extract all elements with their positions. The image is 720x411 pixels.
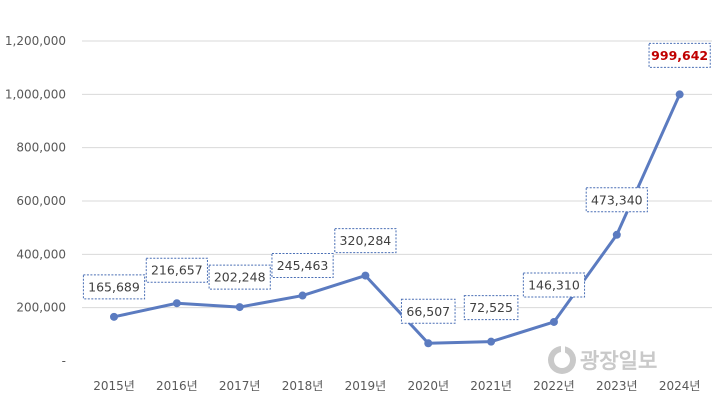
data-label-box <box>400 298 456 324</box>
y-tick-label: 800,000 <box>16 141 66 155</box>
data-label-text: 165,689 <box>88 279 140 294</box>
y-tick-label: 200,000 <box>16 301 66 315</box>
data-label: 216,657 <box>145 257 208 283</box>
data-label-text: 72,525 <box>469 300 513 315</box>
data-label-text: 245,463 <box>277 258 329 273</box>
data-label-box <box>208 264 271 290</box>
data-label: 66,507 <box>400 298 456 324</box>
data-label-text: 320,284 <box>340 233 392 248</box>
data-point <box>298 291 307 300</box>
logo-circle-icon <box>548 346 576 374</box>
data-point <box>487 337 496 346</box>
data-label-box <box>463 295 519 321</box>
y-tick-label: 600,000 <box>16 194 66 208</box>
data-point <box>110 312 118 321</box>
x-tick-label: 2018년 <box>282 379 324 393</box>
x-tick-label: 2016년 <box>156 379 198 393</box>
data-labels: 165,689 216,657 202,248 245,463 320,284 66,50… <box>82 42 711 324</box>
data-point <box>361 271 370 280</box>
data-label: 202,248 <box>208 264 271 290</box>
data-label-box <box>648 42 711 68</box>
x-tick-label: 2020년 <box>407 379 449 393</box>
data-point <box>424 339 433 348</box>
data-label: 165,689 <box>82 274 146 300</box>
data-point <box>235 303 244 312</box>
data-label-text: 146,310 <box>528 277 580 292</box>
y-tick-label: 1,200,000 <box>5 34 66 48</box>
x-tick-label: 2022년 <box>533 379 575 393</box>
data-label-box <box>271 253 334 279</box>
data-point <box>612 230 621 239</box>
data-label-box <box>522 272 586 298</box>
data-point <box>549 317 558 326</box>
data-label-box <box>585 187 648 213</box>
data-label: 72,525 <box>463 295 519 321</box>
data-label-text: 473,340 <box>591 192 643 207</box>
data-label: 999,642 <box>648 42 711 68</box>
y-tick-label: - <box>62 354 66 368</box>
x-tick-label: 2015년 <box>93 379 135 393</box>
data-label-text: 66,507 <box>406 304 450 319</box>
gridlines <box>82 40 712 309</box>
data-label: 473,340 <box>585 187 648 213</box>
data-label: 245,463 <box>271 253 334 279</box>
x-axis-ticks: 2015년 2016년 2017년 2018년 2019년 2020년 2021년 2022년… <box>93 379 700 393</box>
y-axis-ticks: - 200,000 400,000 600,000 800,000 1,000,000 1,… <box>5 34 66 368</box>
x-tick-label: 2021년 <box>470 379 512 393</box>
data-label-box <box>334 228 397 254</box>
x-tick-label: 2023년 <box>596 379 638 393</box>
data-label: 146,310 <box>522 272 586 298</box>
data-label-text: 216,657 <box>151 263 203 278</box>
y-tick-label: 1,000,000 <box>5 87 66 101</box>
series-line <box>112 92 682 345</box>
series-polyline <box>112 92 682 345</box>
data-label-box <box>82 274 146 300</box>
data-label: 320,284 <box>334 228 397 254</box>
data-point <box>172 299 181 308</box>
watermark: 광장일보 <box>548 346 657 374</box>
data-points <box>110 90 684 348</box>
data-label-text: 999,642 <box>651 48 708 63</box>
data-label-text: 202,248 <box>214 270 266 285</box>
watermark-text: 광장일보 <box>580 349 657 373</box>
x-tick-label: 2024년 <box>659 379 701 393</box>
data-point <box>675 90 684 99</box>
y-tick-label: 400,000 <box>16 247 66 261</box>
data-label-box <box>145 257 208 283</box>
x-tick-label: 2017년 <box>219 379 261 393</box>
x-tick-label: 2019년 <box>345 379 387 393</box>
